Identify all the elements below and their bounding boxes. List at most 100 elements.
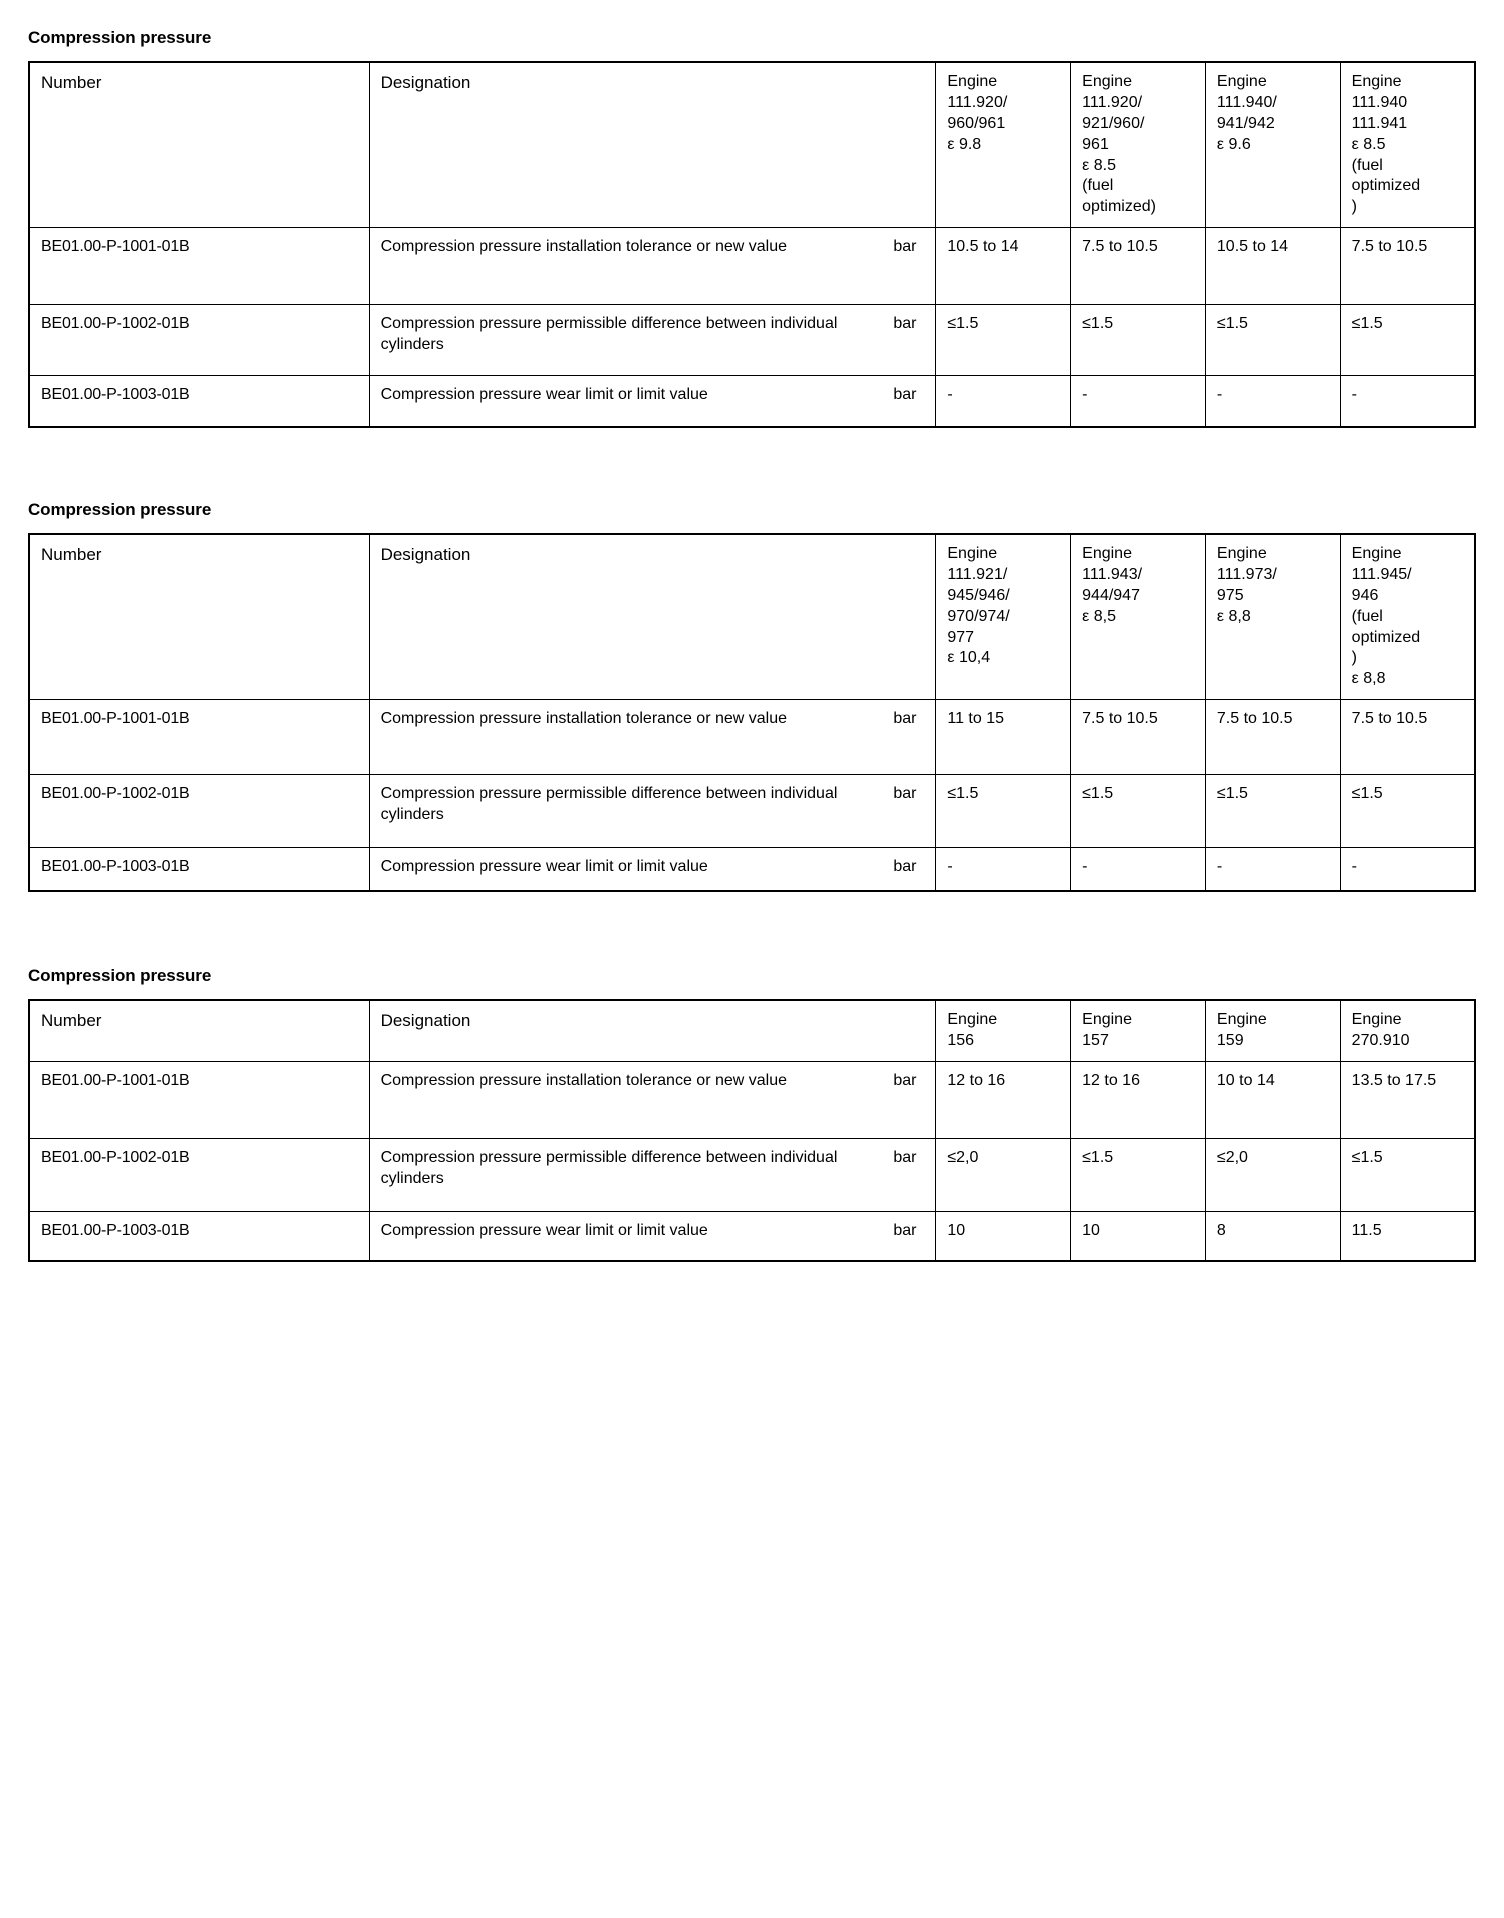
column-header-number: Number	[28, 999, 370, 1062]
row-designation: Compression pressure installation tolera…	[368, 1060, 937, 1139]
table-row: BE01.00-P-1003-01B Compression pressure …	[28, 374, 1476, 428]
designation-text: Compression pressure installation tolera…	[380, 237, 788, 255]
value-cell: ≤1.5	[935, 303, 1072, 376]
table-row: BE01.00-P-1001-01B Compression pressure …	[28, 1060, 1476, 1139]
value-cell: 7.5 to 10.5	[1339, 226, 1476, 305]
row-designation: Compression pressure wear limit or limit…	[368, 846, 937, 892]
table-row: BE01.00-P-1003-01B Compression pressure …	[28, 846, 1476, 892]
value-cell: 10 to 14	[1204, 1060, 1341, 1139]
column-header-engine-3: Engine 159	[1204, 999, 1341, 1062]
value-cell: -	[1070, 374, 1206, 428]
table-header-row: Number Designation Engine 156 Engine 157 E…	[28, 999, 1476, 1062]
row-designation: Compression pressure permissible differe…	[368, 303, 937, 376]
designation-text: Compression pressure installation tolera…	[380, 1071, 788, 1089]
compression-pressure-table-1: Number Designation Engine 111.920/960/961…	[28, 61, 1476, 428]
value-cell: ≤1.5	[1070, 1137, 1206, 1212]
unit-label: bar	[893, 784, 917, 802]
column-header-engine-1: Engine 156	[935, 999, 1072, 1062]
value-cell: ≤1.5	[1339, 303, 1476, 376]
value-cell: ≤2,0	[1204, 1137, 1341, 1212]
column-header-engine-4: Engine 111.945/946 (fuel optimized) ε 8,8	[1339, 533, 1476, 700]
column-header-designation: Designation	[368, 61, 937, 228]
table-row: BE01.00-P-1003-01B Compression pressure …	[28, 1210, 1476, 1262]
value-cell: -	[1204, 374, 1341, 428]
column-header-engine-3: Engine 111.940/941/942 ε 9.6	[1204, 61, 1341, 228]
value-cell: -	[1339, 374, 1476, 428]
row-designation: Compression pressure installation tolera…	[368, 226, 937, 305]
value-cell: 10.5 to 14	[1204, 226, 1341, 305]
value-cell: -	[935, 374, 1072, 428]
unit-label: bar	[893, 314, 917, 332]
column-header-designation: Designation	[368, 533, 937, 700]
table-header-row: Number Designation Engine 111.921/945/946…	[28, 533, 1476, 700]
value-cell: -	[1204, 846, 1341, 892]
compression-pressure-table-3: Number Designation Engine 156 Engine 157 E…	[28, 999, 1476, 1262]
value-cell: -	[1070, 846, 1206, 892]
column-header-number: Number	[28, 61, 370, 228]
row-designation: Compression pressure installation tolera…	[368, 698, 937, 775]
column-header-engine-1: Engine 111.921/945/946/970/974/977 ε 10,4	[935, 533, 1072, 700]
value-cell: 12 to 16	[1070, 1060, 1206, 1139]
value-cell: 8	[1204, 1210, 1341, 1262]
value-cell: 12 to 16	[935, 1060, 1072, 1139]
value-cell: ≤1.5	[1204, 773, 1341, 848]
designation-text: Compression pressure permissible differe…	[380, 314, 838, 353]
row-number: BE01.00-P-1001-01B	[28, 1060, 370, 1139]
row-designation: Compression pressure permissible differe…	[368, 773, 937, 848]
value-cell: ≤1.5	[935, 773, 1072, 848]
column-header-engine-2: Engine 111.920/921/960/961 ε 8.5 (fuel optim…	[1070, 61, 1206, 228]
value-cell: 7.5 to 10.5	[1070, 698, 1206, 775]
value-cell: ≤1.5	[1339, 773, 1476, 848]
row-designation: Compression pressure wear limit or limit…	[368, 374, 937, 428]
row-designation: Compression pressure permissible differe…	[368, 1137, 937, 1212]
row-number: BE01.00-P-1002-01B	[28, 303, 370, 376]
unit-label: bar	[893, 385, 917, 403]
table-header-row: Number Designation Engine 111.920/960/961…	[28, 61, 1476, 228]
row-number: BE01.00-P-1003-01B	[28, 374, 370, 428]
column-header-number: Number	[28, 533, 370, 700]
section-compression-pressure-3: Compression pressure Number Designation …	[28, 966, 1504, 1262]
unit-label: bar	[893, 237, 917, 255]
designation-text: Compression pressure permissible differe…	[380, 1148, 838, 1187]
compression-pressure-table-2: Number Designation Engine 111.921/945/946…	[28, 533, 1476, 892]
value-cell: ≤2,0	[935, 1137, 1072, 1212]
row-number: BE01.00-P-1003-01B	[28, 1210, 370, 1262]
row-number: BE01.00-P-1002-01B	[28, 773, 370, 848]
column-header-engine-1: Engine 111.920/960/961 ε 9.8	[935, 61, 1072, 228]
value-cell: 7.5 to 10.5	[1339, 698, 1476, 775]
designation-text: Compression pressure installation tolera…	[380, 709, 788, 727]
table-row: BE01.00-P-1002-01B Compression pressure …	[28, 773, 1476, 848]
designation-text: Compression pressure permissible differe…	[380, 784, 838, 823]
value-cell: ≤1.5	[1070, 303, 1206, 376]
table-row: BE01.00-P-1001-01B Compression pressure …	[28, 226, 1476, 305]
column-header-engine-2: Engine 157	[1070, 999, 1206, 1062]
unit-label: bar	[893, 709, 917, 727]
value-cell: 10	[1070, 1210, 1206, 1262]
column-header-engine-4: Engine 270.910	[1339, 999, 1476, 1062]
value-cell: ≤1.5	[1204, 303, 1341, 376]
value-cell: 7.5 to 10.5	[1204, 698, 1341, 775]
unit-label: bar	[893, 1148, 917, 1166]
unit-label: bar	[893, 857, 917, 875]
unit-label: bar	[893, 1071, 917, 1089]
row-number: BE01.00-P-1003-01B	[28, 846, 370, 892]
row-designation: Compression pressure wear limit or limit…	[368, 1210, 937, 1262]
section-compression-pressure-2: Compression pressure Number Designation …	[28, 500, 1504, 892]
value-cell: 13.5 to 17.5	[1339, 1060, 1476, 1139]
column-header-engine-2: Engine 111.943/944/947 ε 8,5	[1070, 533, 1206, 700]
designation-text: Compression pressure wear limit or limit…	[380, 385, 708, 403]
value-cell: ≤1.5	[1070, 773, 1206, 848]
row-number: BE01.00-P-1002-01B	[28, 1137, 370, 1212]
table-row: BE01.00-P-1001-01B Compression pressure …	[28, 698, 1476, 775]
value-cell: 7.5 to 10.5	[1070, 226, 1206, 305]
designation-text: Compression pressure wear limit or limit…	[380, 1221, 708, 1239]
designation-text: Compression pressure wear limit or limit…	[380, 857, 708, 875]
value-cell: -	[1339, 846, 1476, 892]
section-title: Compression pressure	[28, 499, 212, 519]
value-cell: -	[935, 846, 1072, 892]
section-title: Compression pressure	[28, 28, 212, 47]
value-cell: 10	[935, 1210, 1072, 1262]
section-title: Compression pressure	[28, 965, 212, 985]
value-cell: 11.5	[1339, 1210, 1476, 1262]
